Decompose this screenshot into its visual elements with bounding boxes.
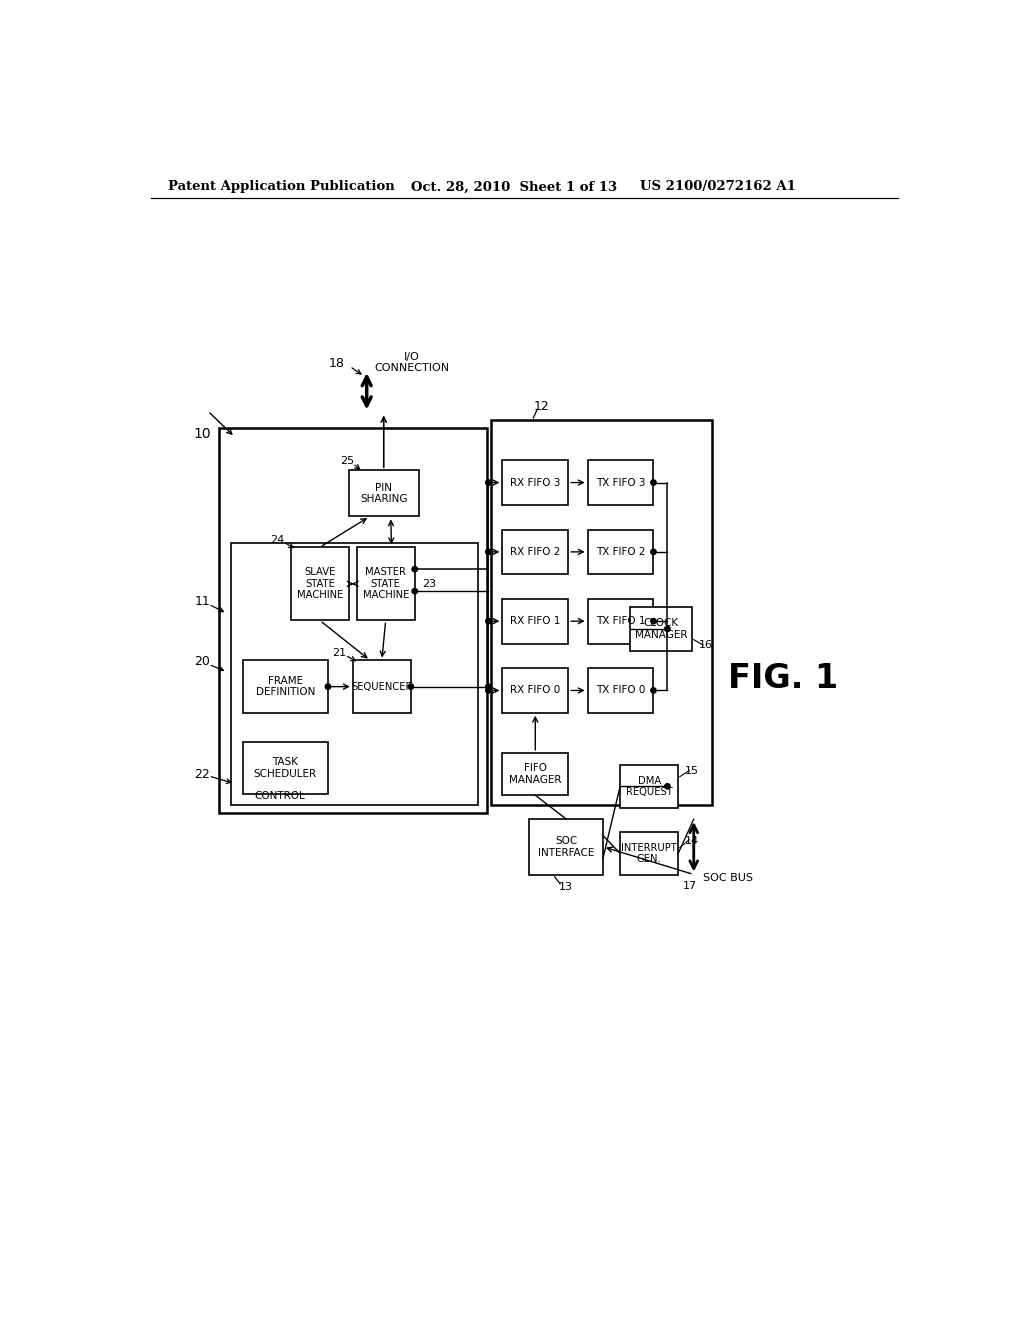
Text: 13: 13 <box>559 882 573 892</box>
Text: Oct. 28, 2010  Sheet 1 of 13: Oct. 28, 2010 Sheet 1 of 13 <box>411 181 617 194</box>
Text: RX FIFO 3: RX FIFO 3 <box>510 478 560 487</box>
Bar <box>356 548 415 620</box>
Text: CLOCK
MANAGER: CLOCK MANAGER <box>635 618 687 640</box>
Bar <box>490 420 712 805</box>
Text: PIN
SHARING: PIN SHARING <box>360 483 408 504</box>
Circle shape <box>650 619 656 624</box>
Text: FIG. 1: FIG. 1 <box>728 661 838 694</box>
Text: TASK
SCHEDULER: TASK SCHEDULER <box>254 758 316 779</box>
Bar <box>219 428 486 813</box>
Text: RX FIFO 1: RX FIFO 1 <box>510 616 560 626</box>
Circle shape <box>485 688 492 693</box>
Text: SEQUENCER: SEQUENCER <box>351 681 413 692</box>
Bar <box>503 599 568 644</box>
Text: TX FIFO 2: TX FIFO 2 <box>596 546 645 557</box>
Text: Patent Application Publication: Patent Application Publication <box>168 181 395 194</box>
Circle shape <box>650 549 656 554</box>
Text: 21: 21 <box>332 648 346 657</box>
Circle shape <box>412 566 418 572</box>
Circle shape <box>650 688 656 693</box>
Text: SOC BUS: SOC BUS <box>703 874 753 883</box>
Text: RX FIFO 2: RX FIFO 2 <box>510 546 560 557</box>
Text: FIFO
MANAGER: FIFO MANAGER <box>509 763 561 785</box>
Text: 17: 17 <box>683 880 697 891</box>
Bar <box>588 668 653 713</box>
Text: DMA
REQUEST: DMA REQUEST <box>626 776 673 797</box>
Bar <box>503 752 568 795</box>
Circle shape <box>665 626 670 631</box>
Text: TX FIFO 3: TX FIFO 3 <box>596 478 645 487</box>
Text: 23: 23 <box>423 579 436 589</box>
Text: RX FIFO 0: RX FIFO 0 <box>510 685 560 696</box>
Text: INTERRUPT
GEN.: INTERRUPT GEN. <box>622 842 677 865</box>
Text: TX FIFO 1: TX FIFO 1 <box>596 616 645 626</box>
Circle shape <box>485 619 492 624</box>
Bar <box>503 461 568 506</box>
Circle shape <box>485 480 492 486</box>
Bar <box>243 742 328 795</box>
Circle shape <box>650 480 656 486</box>
Text: 16: 16 <box>699 640 713 649</box>
Circle shape <box>326 684 331 689</box>
Text: 24: 24 <box>269 535 284 545</box>
Bar <box>349 470 419 516</box>
Bar <box>621 832 678 875</box>
Bar <box>503 529 568 574</box>
Circle shape <box>665 784 670 789</box>
Text: I/O
CONNECTION: I/O CONNECTION <box>375 351 450 374</box>
Text: FRAME
DEFINITION: FRAME DEFINITION <box>256 676 315 697</box>
Bar <box>503 668 568 713</box>
Text: 10: 10 <box>194 428 211 441</box>
Circle shape <box>485 549 492 554</box>
Text: 22: 22 <box>195 768 210 781</box>
Text: TX FIFO 0: TX FIFO 0 <box>596 685 645 696</box>
Bar <box>243 660 328 713</box>
Bar <box>352 660 411 713</box>
Text: US 2100/0272162 A1: US 2100/0272162 A1 <box>640 181 796 194</box>
Bar <box>291 548 349 620</box>
Text: 11: 11 <box>195 594 210 607</box>
Bar <box>231 544 477 805</box>
Text: 14: 14 <box>685 837 699 846</box>
Bar <box>588 529 653 574</box>
Text: MASTER
STATE
MACHINE: MASTER STATE MACHINE <box>362 568 409 601</box>
Bar <box>621 766 678 808</box>
Circle shape <box>485 684 492 689</box>
Text: 18: 18 <box>329 358 345 371</box>
Text: 15: 15 <box>685 767 699 776</box>
Circle shape <box>412 589 418 594</box>
Text: SOC
INTERFACE: SOC INTERFACE <box>538 836 595 858</box>
Text: 12: 12 <box>534 400 549 413</box>
Bar <box>630 607 692 651</box>
Text: 25: 25 <box>340 455 354 466</box>
Text: CONTROL: CONTROL <box>254 791 305 801</box>
Text: 20: 20 <box>195 655 210 668</box>
Text: SLAVE
STATE
MACHINE: SLAVE STATE MACHINE <box>297 568 343 601</box>
Bar <box>529 818 603 875</box>
Bar <box>588 461 653 506</box>
Bar <box>588 599 653 644</box>
Circle shape <box>409 684 414 689</box>
